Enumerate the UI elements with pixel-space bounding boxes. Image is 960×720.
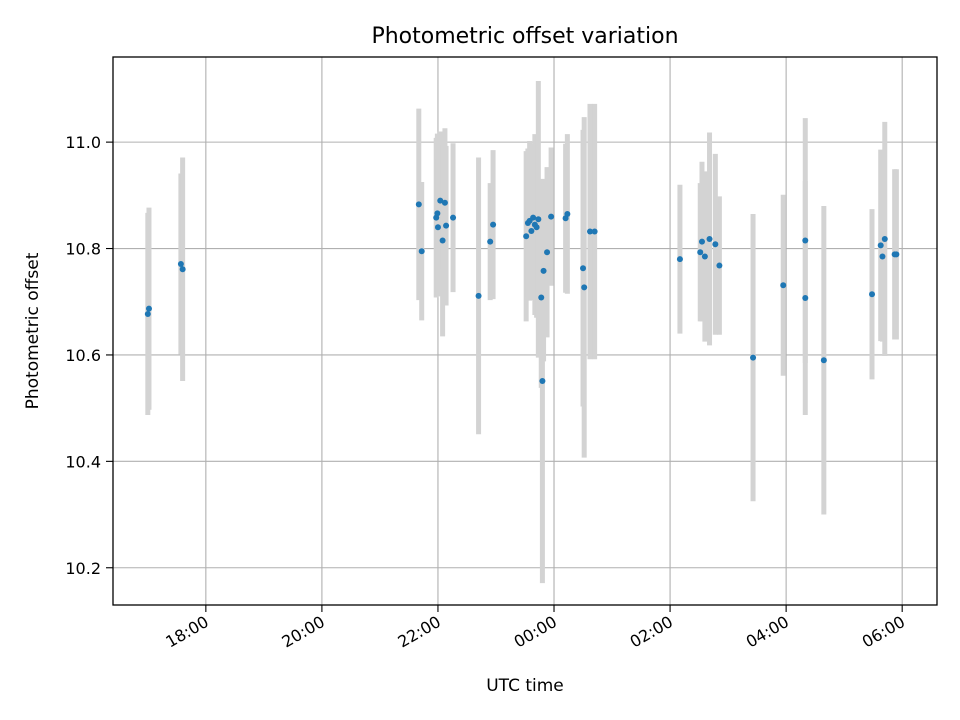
data-point [802,237,809,244]
data-point [879,253,886,260]
data-point [441,199,448,206]
data-point [145,305,152,312]
y-tick-label: 10.2 [65,559,101,578]
data-point [475,292,482,299]
data-point [697,249,704,256]
y-tick-label: 10.8 [65,240,101,259]
data-point [450,214,457,221]
x-tick-label: 06:00 [859,612,908,652]
data-point [706,235,713,242]
y-tick-label: 10.4 [65,452,101,471]
data-point [564,210,571,217]
data-point [415,201,422,208]
data-point [179,266,186,273]
data-point [443,222,450,229]
data-point [144,310,151,317]
data-point [439,237,446,244]
data-point [881,235,888,242]
data-point [820,357,827,364]
y-axis-label: Photometric offset [23,252,43,409]
data-point [538,294,545,301]
data-point [535,216,542,223]
data-point [698,238,705,245]
x-tick-label: 22:00 [395,612,444,652]
data-point [701,253,708,260]
x-tick-label: 04:00 [743,612,792,652]
data-point [581,284,588,291]
y-tick-label: 11.0 [65,133,101,152]
data-point [716,262,723,269]
data-point [533,224,540,231]
data-point [437,197,444,204]
data-point [490,221,497,228]
data-point [580,265,587,272]
x-tick-label: 02:00 [627,612,676,652]
data-point [869,291,876,298]
data-point [487,238,494,245]
data-point [434,224,441,231]
data-point [802,295,809,302]
x-tick-label: 18:00 [162,612,211,652]
error-bars [145,80,899,584]
data-point [530,214,537,221]
data-point [750,354,757,361]
data-point [540,267,547,274]
data-point [528,227,535,234]
y-axis-ticks: 10.2 10.4 10.6 10.8 11.0 [65,133,113,578]
x-axis-label: UTC time [486,676,564,696]
x-tick-label: 20:00 [278,612,327,652]
chart-title: Photometric offset variation [371,24,678,49]
data-points [144,197,900,385]
data-point [676,256,683,263]
data-point [712,241,719,248]
y-tick-label: 10.6 [65,346,101,365]
x-tick-label: 00:00 [511,612,560,652]
data-point [586,228,593,235]
data-point [548,213,555,220]
data-point [523,233,530,240]
plot-frame [112,56,938,606]
data-point [177,260,184,267]
grid [113,57,937,605]
data-point [539,378,546,385]
data-point [591,228,598,235]
data-point [780,282,787,289]
x-axis-ticks: 18:00 20:00 22:00 00:00 02:00 04:00 06:00 [162,605,908,652]
data-point [877,242,884,249]
data-point [434,210,441,217]
data-point [418,248,425,255]
data-point [893,251,900,258]
data-point [544,249,551,256]
